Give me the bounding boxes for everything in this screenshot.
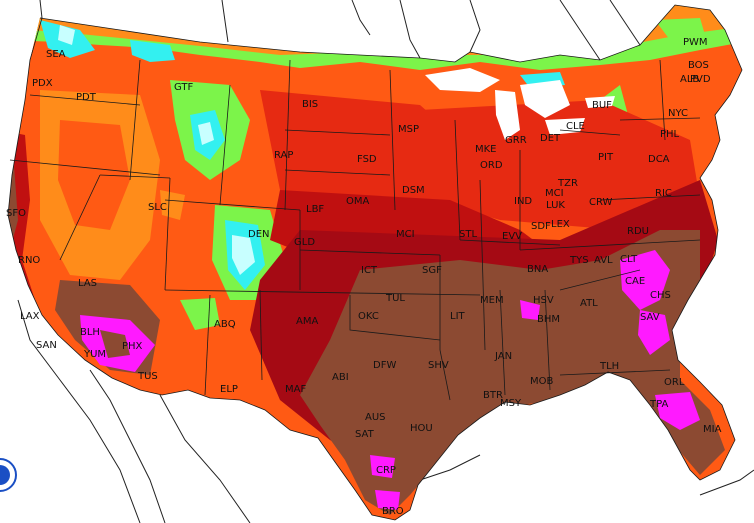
city-label-tlh: TLH — [599, 361, 619, 372]
city-label-sav: SAV — [640, 312, 660, 323]
city-label-tpa: TPA — [649, 399, 668, 410]
city-label-hou: HOU — [410, 423, 433, 434]
city-label-det: DET — [540, 133, 561, 144]
city-label-mci: MCI — [396, 229, 415, 240]
city-label-ric: RIC — [655, 188, 672, 199]
city-label-blh: BLH — [80, 327, 100, 338]
city-label-avl: AVL — [594, 255, 613, 266]
city-label-sea: SEA — [46, 49, 66, 60]
city-label-gld: GLD — [294, 237, 315, 248]
city-label-maf: MAF — [285, 384, 306, 395]
noaa-logo — [0, 458, 17, 492]
city-label-hsv: HSV — [533, 295, 554, 306]
city-label-lit: LIT — [450, 311, 466, 322]
city-label-pdt: PDT — [76, 92, 97, 103]
city-label-oma: OMA — [346, 196, 369, 207]
city-label-cle: CLE — [566, 121, 585, 132]
city-label-shv: SHV — [428, 360, 449, 371]
city-label-rap: RAP — [274, 150, 293, 161]
city-label-alb: ALB — [680, 74, 699, 85]
city-label-evv: EVV — [502, 231, 522, 242]
city-label-sgf: SGF — [422, 265, 442, 276]
city-label-tus: TUS — [137, 371, 158, 382]
city-label-lbf: LBF — [306, 204, 324, 215]
city-label-sdf: SDF — [531, 221, 551, 232]
outside-borders — [17, 0, 754, 523]
city-label-jan: JAN — [494, 351, 512, 362]
city-label-gtf: GTF — [174, 82, 194, 93]
city-label-abi: ABI — [332, 372, 349, 383]
city-label-abq: ABQ — [214, 319, 236, 330]
city-label-ind: IND — [514, 196, 532, 207]
city-label-tys: TYS — [569, 255, 589, 266]
city-label-mci: MCI — [545, 188, 564, 199]
city-label-mke: MKE — [475, 144, 497, 155]
city-label-bna: BNA — [527, 264, 548, 275]
state-borders — [7, 4, 743, 521]
city-label-grr: GRR — [505, 135, 527, 146]
city-label-slc: SLC — [148, 202, 167, 213]
city-label-lax: LAX — [20, 311, 40, 322]
city-label-luk: LUK — [546, 200, 565, 211]
city-label-tul: TUL — [385, 293, 405, 304]
city-label-pvd: PVD — [690, 74, 711, 85]
city-label-ord: ORD — [480, 160, 503, 171]
city-label-dca: DCA — [648, 154, 670, 165]
city-label-sat: SAT — [355, 429, 375, 440]
city-label-cae: CAE — [625, 276, 645, 287]
city-label-atl: ATL — [580, 298, 598, 309]
city-label-bis: BIS — [302, 99, 318, 110]
city-label-ict: ICT — [361, 265, 378, 276]
city-label-dsm: DSM — [402, 185, 425, 196]
city-label-mem: MEM — [480, 295, 504, 306]
city-label-bos: BOS — [688, 60, 709, 71]
city-label-phl: PHL — [660, 129, 680, 140]
city-label-elp: ELP — [220, 384, 238, 395]
city-label-btr: BTR — [483, 390, 503, 401]
city-label-msp: MSP — [398, 124, 419, 135]
city-label-san: SAN — [36, 340, 57, 351]
city-label-mob: MOB — [530, 376, 553, 387]
city-label-tzr: TZR — [557, 178, 578, 189]
city-label-okc: OKC — [358, 311, 379, 322]
city-label-aus: AUS — [365, 412, 386, 423]
city-label-pdx: PDX — [32, 78, 53, 89]
city-label-crw: CRW — [589, 197, 613, 208]
city-label-nyc: NYC — [668, 108, 688, 119]
city-label-stl: STL — [459, 229, 477, 240]
city-label-bhm: BHM — [537, 314, 560, 325]
city-label-den: DEN — [248, 229, 270, 240]
city-label-las: LAS — [78, 278, 97, 289]
city-label-mia: MIA — [703, 424, 722, 435]
city-labels: SEA PDX PDT GTF BIS MSP RAP FSD MKE GRR DET CLE PIT B… — [6, 37, 722, 517]
city-label-lex: LEX — [551, 219, 570, 230]
city-label-pwm: PWM — [683, 37, 708, 48]
city-label-chs: CHS — [650, 290, 671, 301]
city-label-bro: BRO — [382, 506, 404, 517]
city-label-ama: AMA — [296, 316, 318, 327]
city-label-rno: RNO — [18, 255, 40, 266]
city-label-dfw: DFW — [373, 360, 396, 371]
city-label-fsd: FSD — [357, 154, 377, 165]
city-label-sfo: SFO — [6, 208, 26, 219]
city-label-crp: CRP — [376, 465, 396, 476]
city-label-buf: BUF — [592, 100, 612, 111]
city-label-rdu: RDU — [627, 226, 649, 237]
city-label-yum: YUM — [83, 349, 106, 360]
city-label-msy: MSY — [500, 398, 522, 409]
city-label-phx: PHX — [122, 341, 143, 352]
city-label-pit: PIT — [598, 152, 614, 163]
city-label-clt: CLT — [620, 254, 638, 265]
city-label-orl: ORL — [664, 377, 685, 388]
